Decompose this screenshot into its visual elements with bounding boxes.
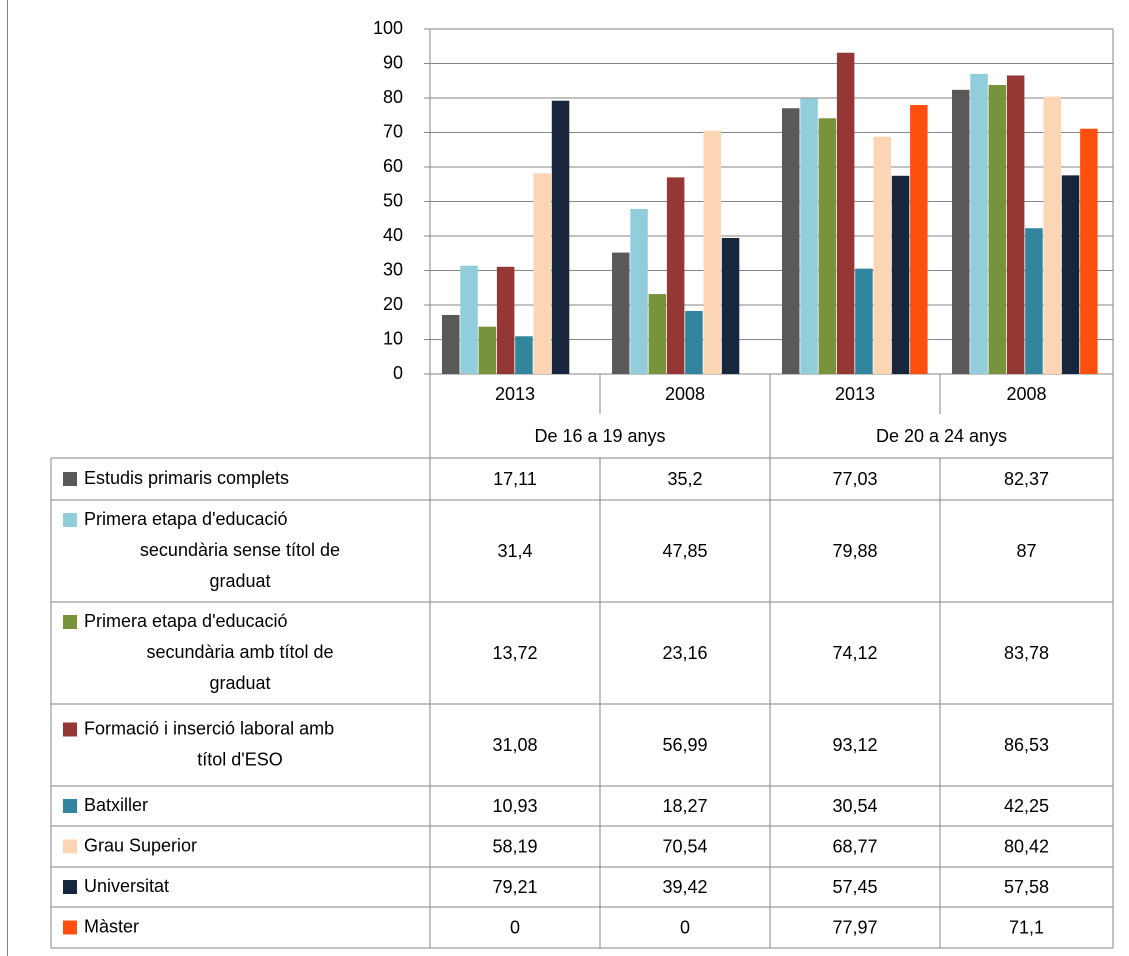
data-label: 39,42 <box>662 877 707 897</box>
y-tick-label: 30 <box>383 259 403 279</box>
y-tick-label: 20 <box>383 294 403 314</box>
data-label: 71,1 <box>1009 917 1044 937</box>
data-label: 79,88 <box>832 541 877 561</box>
data-label: 93,12 <box>832 735 877 755</box>
bar <box>721 238 740 374</box>
legend-label: Estudis primaris complets <box>84 468 289 488</box>
data-label: 57,45 <box>832 877 877 897</box>
legend-label: Batxiller <box>84 795 148 815</box>
bar <box>533 173 551 374</box>
data-label: 30,54 <box>832 796 877 816</box>
bar <box>855 268 873 374</box>
group-label: De 16 a 19 anys <box>534 426 665 446</box>
data-label: 31,4 <box>497 541 532 561</box>
bar <box>666 177 685 374</box>
data-label: 0 <box>680 917 690 937</box>
category-label: 2013 <box>835 384 875 404</box>
data-label: 57,58 <box>1004 877 1049 897</box>
data-label: 83,78 <box>1004 643 1049 663</box>
y-tick-label: 80 <box>383 87 403 107</box>
bar <box>952 89 970 375</box>
bar <box>873 136 891 374</box>
category-label: 2013 <box>495 384 535 404</box>
bar <box>800 98 818 374</box>
bar <box>648 294 667 374</box>
bar <box>460 265 478 374</box>
bar <box>891 175 910 374</box>
legend-label: Universitat <box>84 876 169 896</box>
data-label: 77,03 <box>832 469 877 489</box>
group-label: De 20 a 24 anys <box>876 426 1007 446</box>
bar <box>836 52 855 375</box>
legend-label: Màster <box>84 916 139 936</box>
data-label: 56,99 <box>662 735 707 755</box>
bar <box>551 100 570 375</box>
y-tick-label: 40 <box>383 225 403 245</box>
bar <box>685 310 703 374</box>
legend-swatch <box>63 920 77 935</box>
data-label: 47,85 <box>662 541 707 561</box>
y-tick-label: 50 <box>383 190 403 210</box>
y-tick-label: 90 <box>383 52 403 72</box>
bar <box>1006 75 1025 374</box>
y-tick-label: 100 <box>373 18 403 38</box>
bar <box>1080 128 1098 374</box>
data-label: 58,19 <box>492 836 537 856</box>
legend-label: Primera etapa d'educació secundària sense… <box>84 509 340 591</box>
data-label: 87 <box>1016 541 1036 561</box>
bar <box>515 336 533 374</box>
legend-swatch <box>63 722 77 737</box>
bar <box>782 108 800 375</box>
bar <box>630 208 648 374</box>
data-label: 74,12 <box>832 643 877 663</box>
legend-swatch <box>63 615 77 629</box>
legend-swatch <box>63 472 77 486</box>
left-border-line <box>7 0 8 956</box>
legend-label: Grau Superior <box>84 835 197 855</box>
data-label: 42,25 <box>1004 796 1049 816</box>
data-label: 31,08 <box>492 735 537 755</box>
bar <box>1043 96 1061 375</box>
data-label: 68,77 <box>832 836 877 856</box>
category-label: 2008 <box>665 384 705 404</box>
legend-swatch <box>63 799 77 813</box>
data-label: 18,27 <box>662 796 707 816</box>
bar <box>988 84 1007 375</box>
bar <box>478 326 497 374</box>
data-label: 13,72 <box>492 643 537 663</box>
data-label: 86,53 <box>1004 735 1049 755</box>
data-label: 80,42 <box>1004 836 1049 856</box>
data-label: 77,97 <box>832 917 877 937</box>
y-tick-label: 70 <box>383 121 403 141</box>
bar <box>910 105 928 374</box>
y-tick-label: 0 <box>393 363 403 383</box>
bar <box>1061 175 1080 374</box>
data-label: 82,37 <box>1004 469 1049 489</box>
legend-swatch <box>63 880 77 894</box>
y-tick-label: 10 <box>383 328 403 348</box>
bar <box>1025 228 1043 374</box>
legend-swatch <box>63 513 77 527</box>
y-tick-label: 60 <box>383 156 403 176</box>
bar <box>970 73 988 374</box>
data-label: 23,16 <box>662 643 707 663</box>
data-label: 79,21 <box>492 877 537 897</box>
legend-swatch <box>63 839 77 854</box>
legend-label: Primera etapa d'educació secundària amb t… <box>84 611 334 693</box>
bar <box>818 118 837 374</box>
data-label: 10,93 <box>492 796 537 816</box>
bar <box>496 266 515 374</box>
legend-label: Formació i inserció laboral amb títol d'E… <box>84 718 334 769</box>
data-label: 70,54 <box>662 836 707 856</box>
data-label: 35,2 <box>667 469 702 489</box>
category-label: 2008 <box>1006 384 1046 404</box>
bar <box>612 252 630 374</box>
data-label: 17,11 <box>493 469 537 489</box>
data-label: 0 <box>510 917 520 937</box>
bar <box>703 130 721 374</box>
bar <box>442 314 460 374</box>
